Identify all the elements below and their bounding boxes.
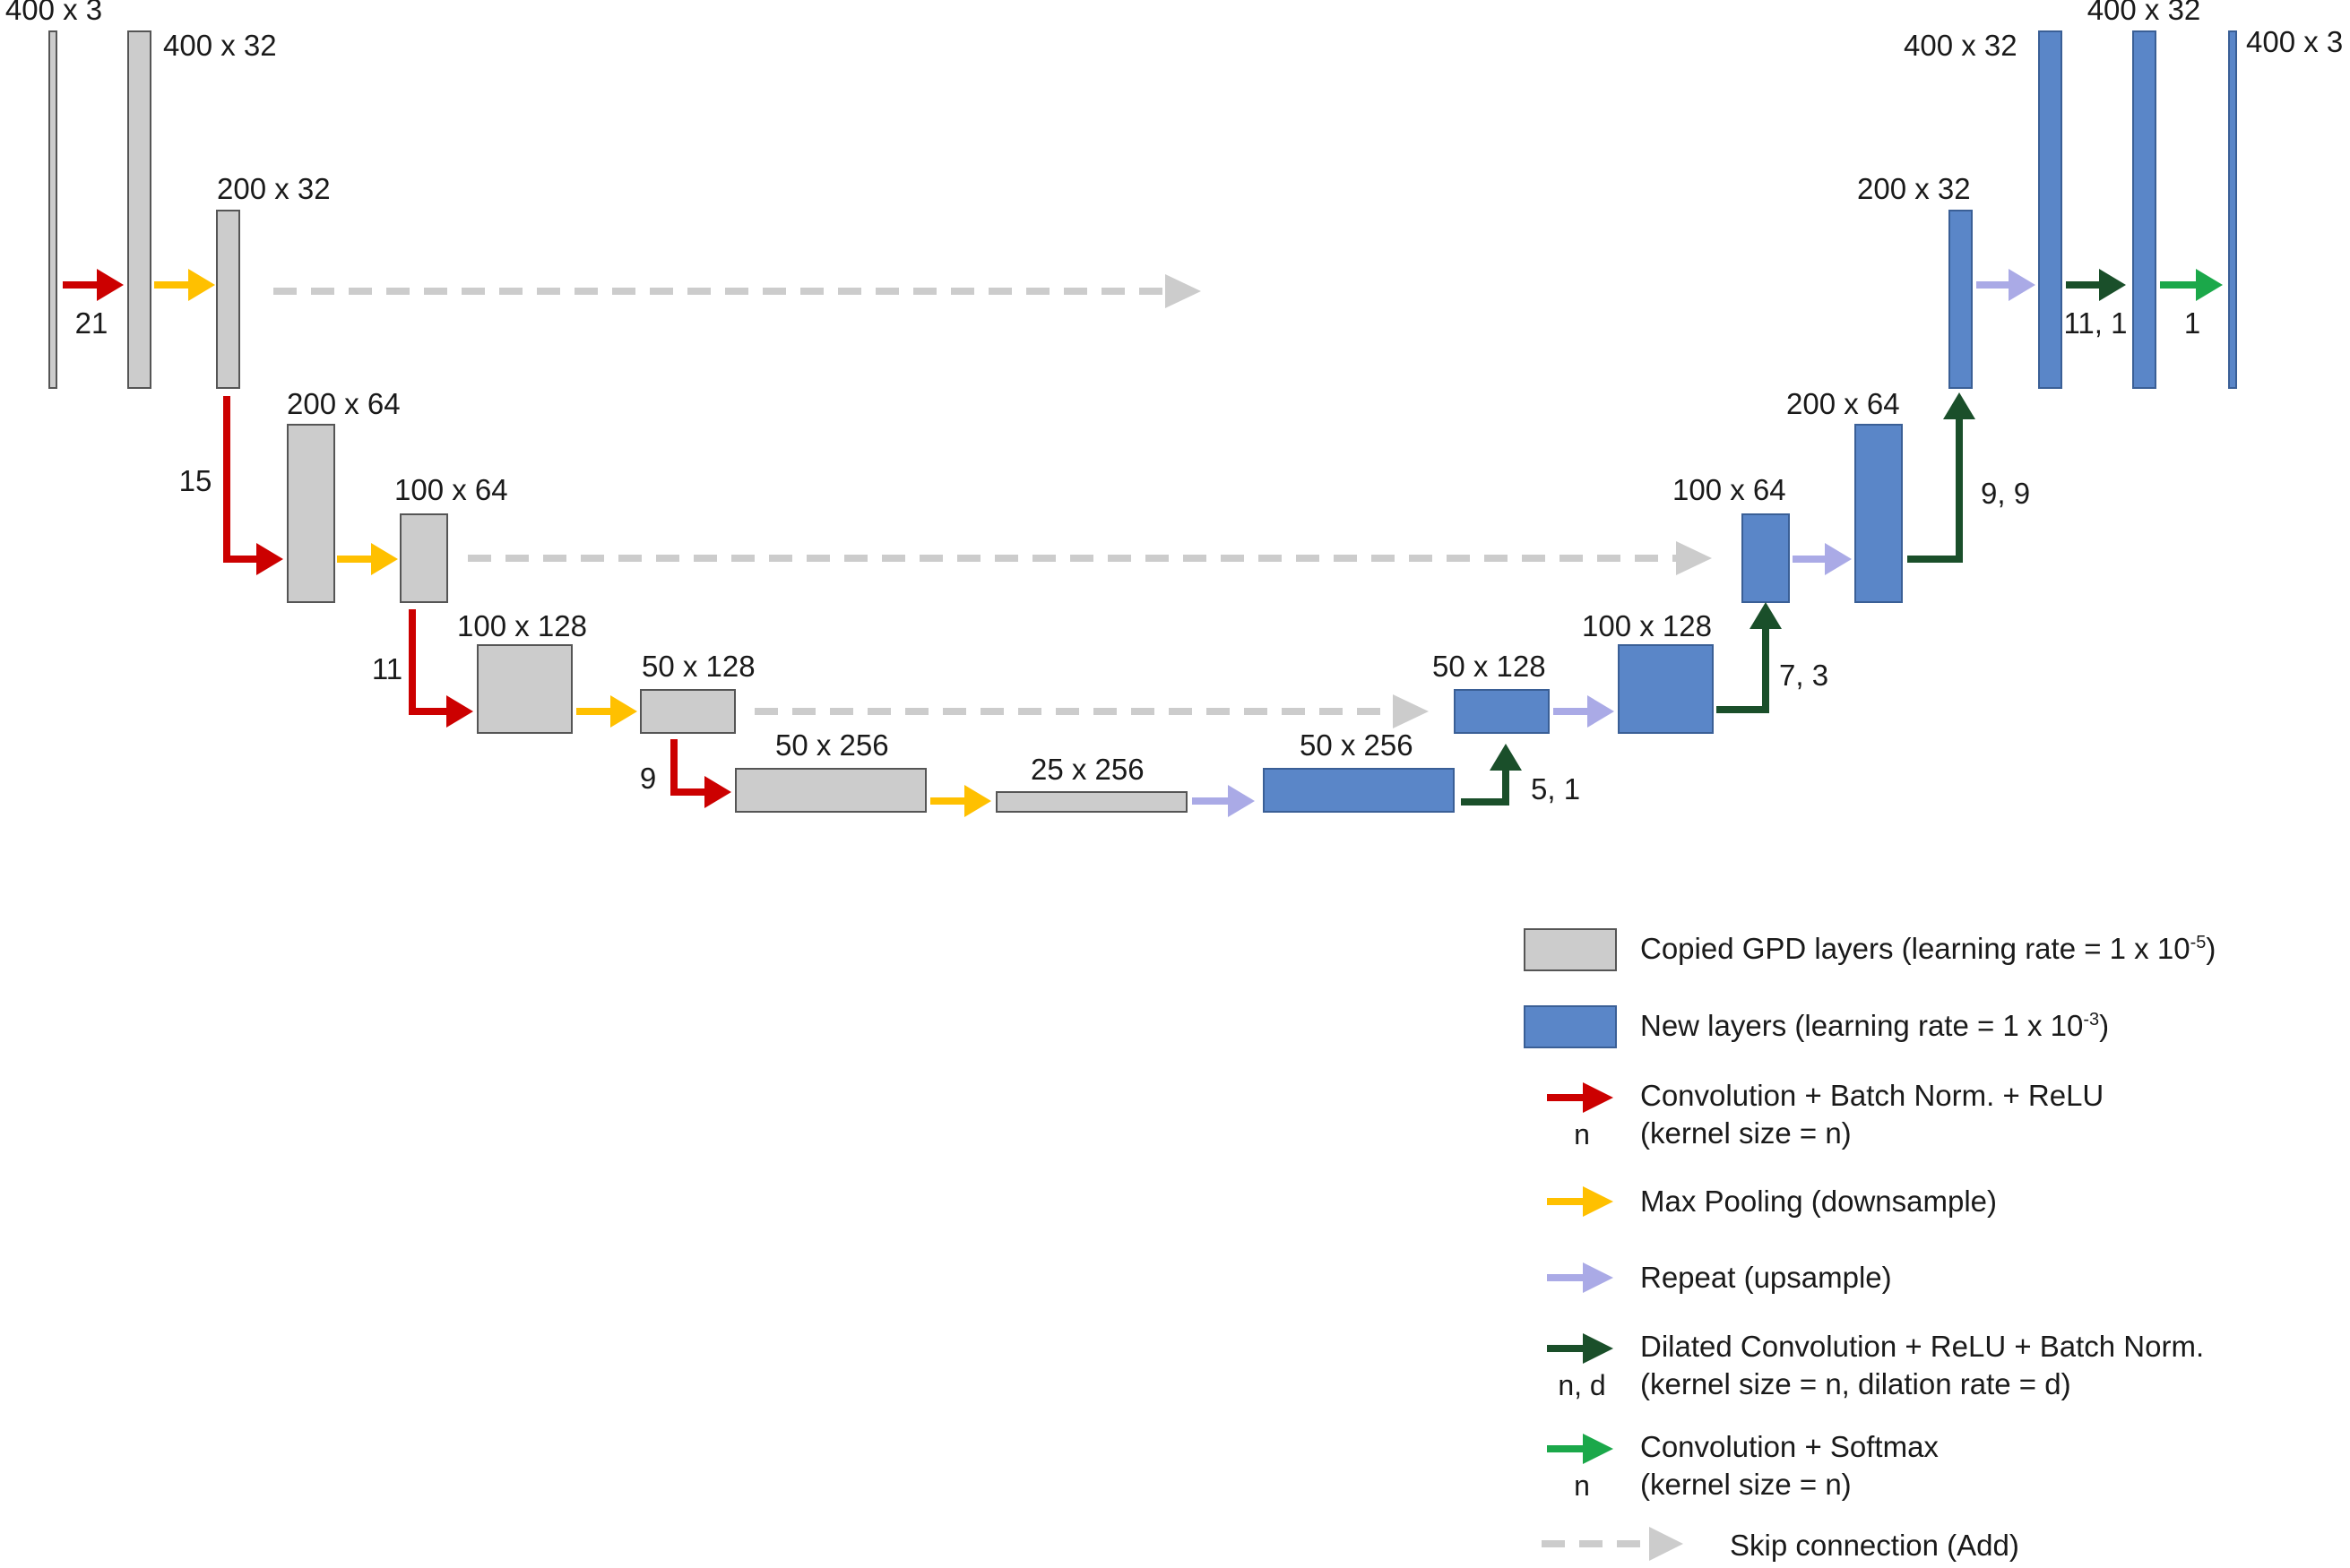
- legend-conv-param: n: [1574, 1118, 1590, 1150]
- legend-conv-line1: Convolution + Batch Norm. + ReLU: [1640, 1079, 2104, 1112]
- op-repeat-1-head: [1228, 785, 1255, 817]
- op-softmax-1-head: [2196, 269, 2223, 301]
- layer-enc-pool2: [400, 513, 448, 603]
- layer-output: [2228, 30, 2237, 389]
- op-conv-21-head: [97, 269, 124, 301]
- op-conv-15: [223, 396, 262, 563]
- layer-label-dec-add2: 100 x 64: [1672, 473, 1786, 506]
- legend-new-exp: -3: [2083, 1010, 2100, 1030]
- layer-label-dec-up3: 200 x 64: [1786, 387, 1900, 420]
- op-repeat-2-head: [1587, 695, 1614, 728]
- skip-arrowhead-1: [1165, 274, 1201, 308]
- layer-label-enc-conv3: 100 x 128: [457, 609, 587, 642]
- legend-new-text: New layers (learning rate = 1 x 10: [1640, 1009, 2084, 1042]
- skip-arrow-icon: [1542, 1527, 1683, 1561]
- layer-label-enc-conv4: 50 x 256: [775, 728, 889, 762]
- layer-label-dec-up2: 100 x 128: [1582, 609, 1712, 642]
- layer-label-dec-add3: 50 x 128: [1432, 650, 1546, 683]
- legend-dilated-line2: (kernel size = n, dilation rate = d): [1640, 1367, 2071, 1400]
- layer-enc-conv2: [287, 424, 335, 603]
- layer-enc-conv4: [735, 768, 927, 813]
- op-label-conv-21: 21: [75, 306, 108, 340]
- layer-label-enc-input: 400 x 3: [5, 0, 102, 26]
- legend-dilated-param: n, d: [1558, 1369, 1606, 1401]
- op-label-conv-9: 9: [640, 762, 656, 795]
- dilated-arrow-icon: [1547, 1333, 1613, 1364]
- legend-skip-line1: Skip connection (Add): [1730, 1529, 2019, 1562]
- op-conv-9-head: [704, 776, 731, 808]
- layer-label-output: 400 x 3: [2246, 25, 2343, 58]
- layer-label-dec-up4: 400 x 32: [1904, 29, 2017, 62]
- layer-dec-add1: [1948, 210, 1973, 389]
- layer-dec-add3: [1454, 689, 1550, 734]
- legend-swatch-new: [1524, 1005, 1617, 1048]
- layer-dec-add2: [1741, 513, 1790, 603]
- legend-dilated-line1: Dilated Convolution + ReLU + Batch Norm.: [1640, 1330, 2205, 1363]
- layer-label-enc-conv1: 400 x 32: [163, 29, 277, 62]
- legend-softmax-param: n: [1574, 1469, 1590, 1502]
- op-maxpool-1-head: [188, 269, 215, 301]
- op-dilated-7-3: [1716, 624, 1769, 713]
- skip-arrowhead-2: [1676, 541, 1712, 575]
- layer-enc-input: [48, 30, 57, 389]
- layer-enc-conv3: [477, 644, 573, 734]
- op-label-dilated-11-1: 11, 1: [2064, 306, 2128, 340]
- op-repeat-4-head: [2009, 269, 2035, 301]
- layer-dec-up1: [1263, 768, 1455, 813]
- legend: Copied GPD layers (learning rate = 1 x 1…: [1515, 914, 2339, 1568]
- legend-softmax-line1: Convolution + Softmax: [1640, 1430, 1939, 1463]
- layer-label-dec-add1: 200 x 32: [1857, 172, 1971, 205]
- op-maxpool-2-head: [371, 543, 398, 575]
- op-dilated-5-1: [1461, 765, 1509, 806]
- legend-maxpool-line1: Max Pooling (downsample): [1640, 1185, 1998, 1218]
- op-dilated-9-9: [1907, 414, 1963, 563]
- op-conv-11-head: [446, 695, 473, 728]
- legend-copied-text: Copied GPD layers (learning rate = 1 x 1…: [1640, 932, 2190, 965]
- unet-diagram: 400 x 3 400 x 32 200 x 32 200 x 64 100 x 64 1…: [5, 0, 2343, 817]
- op-label-softmax-1: 1: [2184, 306, 2200, 340]
- op-dilated-9-9-head: [1943, 392, 1975, 419]
- op-dilated-7-3-head: [1750, 602, 1782, 629]
- softmax-arrow-icon: [1547, 1434, 1613, 1464]
- conv-arrow-icon: [1547, 1082, 1613, 1113]
- legend-softmax-line2: (kernel size = n): [1640, 1468, 1852, 1501]
- layer-label-dec-up1: 50 x 256: [1300, 728, 1413, 762]
- layer-dec-conv: [2132, 30, 2156, 389]
- op-label-conv-15: 15: [179, 464, 212, 497]
- op-label-conv-11: 11: [372, 652, 402, 685]
- repeat-arrow-icon: [1547, 1262, 1613, 1293]
- layer-label-dec-conv: 400 x 32: [2087, 0, 2201, 26]
- op-label-dilated-9-9: 9, 9: [1981, 477, 2030, 510]
- layer-label-enc-pool3: 50 x 128: [642, 650, 756, 683]
- op-maxpool-4-head: [964, 785, 991, 817]
- legend-copied-suffix: ): [2206, 932, 2216, 965]
- op-label-dilated-5-1: 5, 1: [1531, 772, 1580, 806]
- legend-conv-line2: (kernel size = n): [1640, 1116, 1852, 1150]
- skip-arrowhead-3: [1393, 694, 1429, 728]
- op-conv-9: [670, 739, 710, 796]
- layer-label-enc-pool1: 200 x 32: [217, 172, 331, 205]
- layer-dec-up2: [1618, 644, 1714, 734]
- op-maxpool-3-head: [610, 695, 637, 728]
- op-conv-15-head: [256, 543, 283, 575]
- legend-repeat-line1: Repeat (upsample): [1640, 1261, 1892, 1294]
- layer-enc-pool3: [640, 689, 736, 734]
- layer-bottleneck: [996, 791, 1188, 813]
- layer-enc-conv1: [127, 30, 151, 389]
- op-dilated-11-1-head: [2099, 269, 2126, 301]
- layer-label-enc-pool2: 100 x 64: [394, 473, 508, 506]
- layer-dec-up3: [1854, 424, 1903, 603]
- op-repeat-3-head: [1825, 543, 1852, 575]
- legend-new-suffix: ): [2099, 1009, 2110, 1042]
- layer-enc-pool1: [216, 210, 240, 389]
- op-dilated-5-1-head: [1490, 744, 1522, 771]
- layer-dec-up4: [2038, 30, 2062, 389]
- op-conv-11: [409, 609, 452, 715]
- maxpool-arrow-icon: [1547, 1186, 1613, 1217]
- layer-label-enc-conv2: 200 x 64: [287, 387, 401, 420]
- legend-copied-exp: -5: [2190, 933, 2207, 952]
- op-label-dilated-7-3: 7, 3: [1779, 659, 1828, 692]
- legend-swatch-copied: [1524, 928, 1617, 971]
- layer-label-bottleneck: 25 x 256: [1031, 753, 1145, 786]
